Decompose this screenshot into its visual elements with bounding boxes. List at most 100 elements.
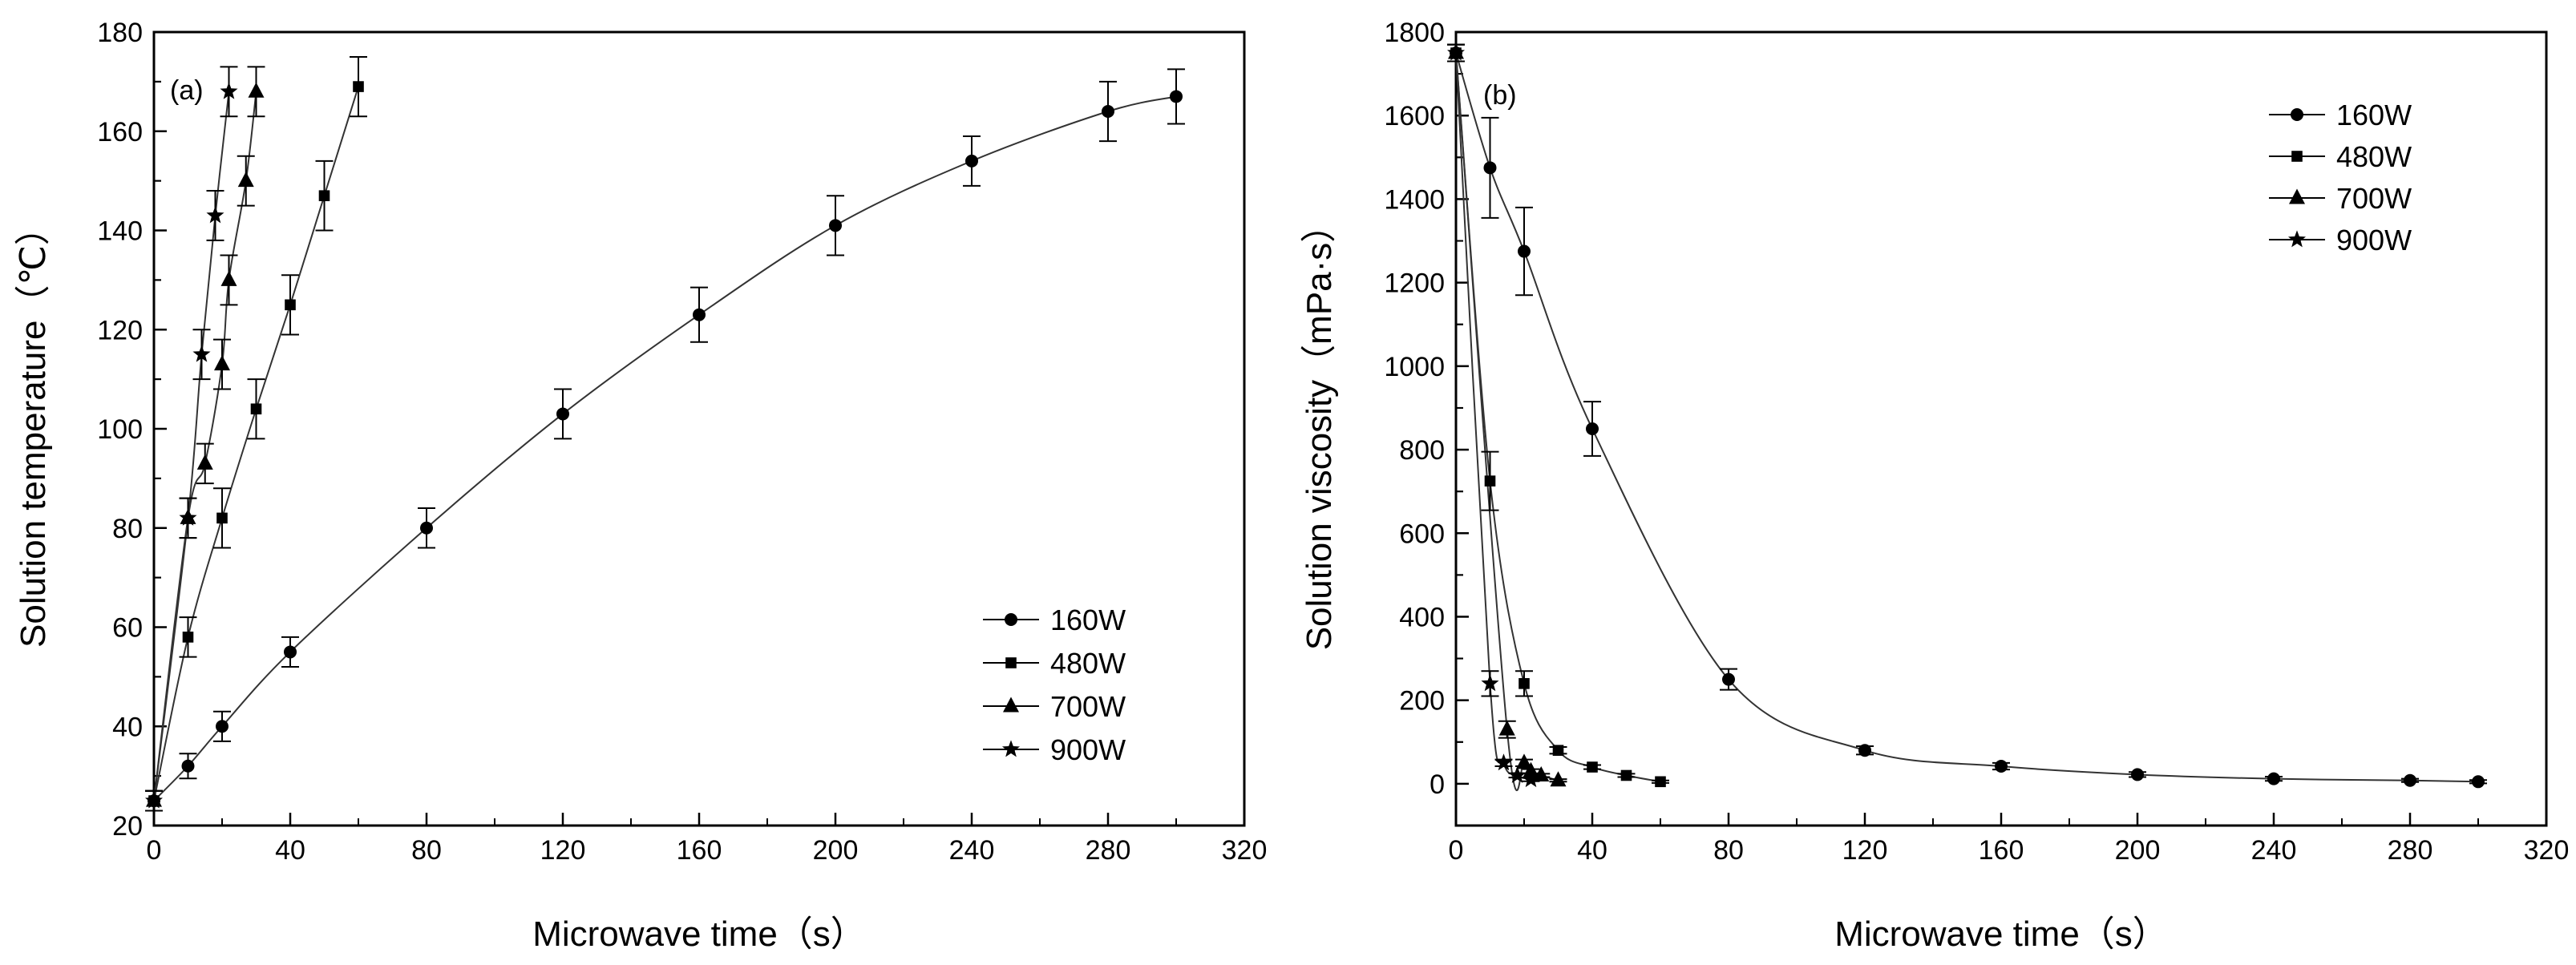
data-point-circle [1483,161,1497,175]
data-point-circle [284,645,297,659]
panel-b: 0 40 80 120 160 200 240 280 320 0 200 400 600 800 1000… [1300,18,2569,954]
data-point-triangle [214,355,230,371]
series-line-480W [1455,52,1661,783]
data-point-square [250,403,262,415]
panel-label: (b) [1483,80,1517,111]
data-point-square [1552,745,1564,757]
data-point-circle [1170,90,1183,103]
data-markers [1446,43,2485,789]
y-tick-label: 40 [112,712,143,742]
data-point-triangle [1498,720,1515,736]
data-markers [144,81,1183,809]
data-point-triangle [196,454,213,470]
x-tick-label: 0 [147,835,162,866]
error-bars [1447,43,2487,785]
y-tick-label: 160 [97,117,143,147]
series-line-160W [153,95,1177,801]
x-tick-label: 0 [1449,835,1464,866]
data-point-circle [1518,244,1531,258]
x-tick-label: 280 [1086,835,1131,866]
x-tick-label: 320 [2524,835,2570,866]
data-point-triangle [1523,761,1539,777]
y-tick-label: 100 [97,414,143,445]
x-tick-label: 80 [411,835,442,866]
data-point-star [1522,770,1540,788]
legend-label: 160W [1050,604,1126,636]
x-tick-label: 320 [1222,835,1268,866]
legend: 160W 480W 700W 900W [2269,99,2412,256]
data-point-star [220,82,238,99]
x-tick-label: 120 [1842,835,1888,866]
data-point-square [285,299,296,311]
y-tick-label: 20 [112,811,143,842]
data-point-square [2291,151,2303,162]
data-point-square [353,81,364,92]
x-tick-label: 160 [1979,835,2024,866]
data-point-circle [216,720,228,733]
legend: 160W 480W 700W 900W [983,604,1126,766]
data-point-triangle [237,172,254,188]
legend-entry: 160W [2269,99,2412,131]
data-point-circle [1995,760,2008,773]
series-line-700W [1455,52,1559,792]
data-point-circle [420,521,433,535]
x-tick-label: 40 [1577,835,1607,866]
y-tick-label: 1200 [1384,269,1445,299]
data-point-star [179,508,197,526]
legend-entry: 480W [983,647,1126,680]
data-point-circle [1005,613,1017,626]
data-point-star [1494,753,1513,771]
y-tick-label: 1400 [1384,184,1445,215]
axis-ticks: 0 40 80 120 160 200 240 280 320 20 40 60 80 100 120 140… [97,18,1267,866]
data-point-triangle [1550,771,1567,787]
y-tick-label: 800 [1399,435,1445,466]
y-tick-label: 200 [1399,686,1445,717]
x-axis-title: Microwave time（s） [1834,915,2168,954]
legend-entry: 700W [2269,182,2412,215]
legend-entry: 480W [2269,140,2412,173]
series-line-900W [153,91,230,801]
data-point-triangle [2289,188,2305,204]
data-point-square [182,632,194,643]
panel-a: 0 40 80 120 160 200 240 280 320 20 40 60 80 100 120 140… [14,18,1267,954]
legend-label: 480W [2336,140,2412,173]
legend-label: 900W [2336,224,2412,256]
y-tick-label: 1600 [1384,101,1445,131]
data-point-star [144,791,164,809]
panel-label: (a) [170,75,204,106]
data-point-circle [1722,672,1735,686]
x-tick-label: 200 [2115,835,2161,866]
x-tick-label: 280 [2388,835,2433,866]
legend-label: 900W [1050,733,1126,766]
legend-label: 160W [2336,99,2412,131]
data-point-square [1655,776,1666,788]
data-point-star [2287,230,2307,248]
x-tick-label: 240 [2251,835,2297,866]
data-point-square [1620,769,1632,781]
legend-entry: 700W [983,690,1126,723]
x-tick-label: 240 [949,835,995,866]
data-point-triangle [248,82,265,98]
data-point-triangle [1003,696,1019,713]
series-line-160W [1455,52,2479,783]
data-point-triangle [1516,753,1532,769]
legend-label: 700W [2336,182,2412,215]
x-tick-label: 200 [813,835,859,866]
data-point-circle [1586,422,1599,435]
data-point-square [216,512,228,524]
x-tick-label: 160 [677,835,722,866]
y-axis-title: Solution viscosity（mPa·s） [1300,208,1339,651]
legend-label: 480W [1050,647,1126,680]
series-lines [153,86,1177,801]
data-point-circle [1102,105,1114,118]
y-tick-label: 1800 [1384,18,1445,48]
data-point-circle [965,154,978,168]
data-point-square [1587,761,1598,773]
data-point-circle [2291,108,2303,121]
legend-entry: 160W [983,604,1126,636]
y-tick-label: 0 [1430,769,1445,800]
y-tick-label: 180 [97,18,143,48]
axis-ticks: 0 40 80 120 160 200 240 280 320 0 200 400 600 800 1000… [1384,18,2569,866]
x-tick-label: 40 [275,835,305,866]
